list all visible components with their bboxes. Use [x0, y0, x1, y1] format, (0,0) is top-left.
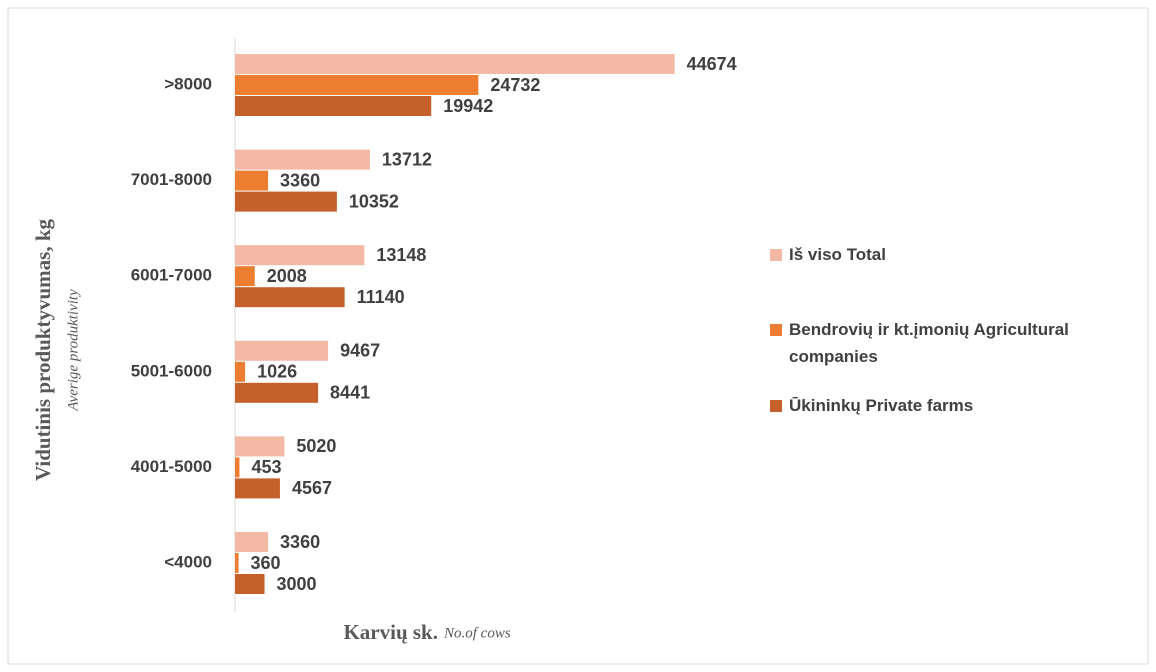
legend-label: Iš viso Total [789, 245, 886, 264]
bar [235, 96, 432, 116]
bar [235, 574, 265, 594]
data-label: 19942 [443, 96, 493, 116]
bar [235, 245, 365, 266]
legend-swatch [770, 249, 782, 261]
x-axis-title: Karvių sk. [343, 620, 438, 644]
y-tick-label: >8000 [164, 74, 212, 93]
data-label: 1026 [257, 362, 297, 382]
data-label: 8441 [330, 383, 370, 403]
bar [235, 361, 246, 382]
bar [235, 478, 280, 499]
data-label: 44674 [687, 54, 737, 74]
y-tick-label: 7001-8000 [131, 170, 212, 189]
legend-swatch [770, 400, 782, 412]
data-label: 4567 [292, 478, 332, 498]
bar [235, 149, 370, 170]
y-tick-label: 5001-6000 [131, 361, 212, 380]
data-label: 24732 [490, 75, 540, 95]
bar [235, 75, 479, 95]
data-label: 453 [251, 457, 281, 477]
data-label: 360 [251, 553, 281, 573]
data-label: 2008 [267, 266, 307, 286]
data-label: 3360 [280, 170, 320, 190]
y-tick-label: 6001-7000 [131, 266, 212, 285]
y-tick-label: <4000 [164, 552, 212, 571]
bar [235, 54, 675, 74]
data-label: 13148 [376, 245, 426, 265]
bar [235, 287, 345, 308]
bar [235, 340, 329, 361]
bar [235, 436, 285, 457]
legend-label: Bendrovių ir kt.įmonių Agricultural comp… [789, 320, 1069, 366]
y-axis-title: Vidutinis produktyvumas, kg [31, 218, 55, 481]
bar [235, 382, 319, 403]
x-axis-subtitle: No.of cows [443, 625, 511, 641]
legend-swatch [770, 324, 782, 336]
data-label: 13712 [382, 149, 432, 169]
legend-label: Ūkininkų Private farms [789, 396, 974, 415]
data-label: 3000 [277, 574, 317, 594]
bar [235, 457, 240, 478]
bar [235, 170, 269, 191]
data-label: 11140 [357, 287, 405, 307]
legend-item: Ūkininkų Private farms [770, 392, 1145, 419]
bar [235, 553, 239, 573]
data-label: 9467 [340, 341, 380, 361]
data-label: 3360 [280, 532, 320, 552]
data-label: 10352 [349, 191, 399, 211]
legend-item: Bendrovių ir kt.įmonių Agricultural comp… [770, 316, 1145, 370]
data-label: 5020 [296, 436, 336, 456]
bar [235, 532, 269, 552]
bar [235, 191, 337, 212]
y-axis-subtitle: Averige produktivity [65, 289, 81, 412]
bar [235, 266, 255, 287]
legend-item: Iš viso Total [770, 241, 1145, 268]
y-tick-label: 4001-5000 [131, 457, 212, 476]
chart-border [7, 7, 1149, 665]
